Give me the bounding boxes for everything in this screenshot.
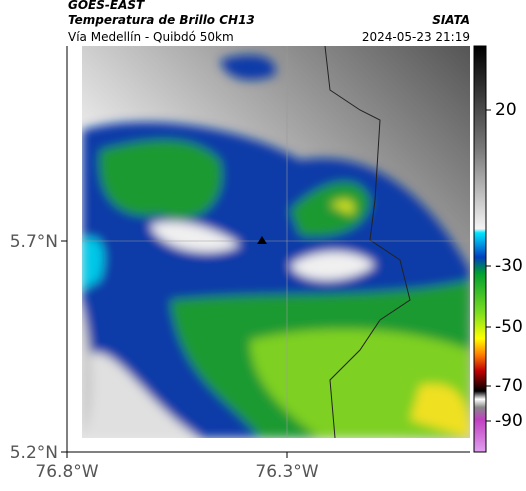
- colorbar-label: -50: [495, 317, 523, 337]
- lon-label: 76.8°W: [35, 462, 98, 482]
- satellite-image: [82, 46, 470, 438]
- lat-label: 5.7°N: [10, 232, 58, 252]
- colorbar-label: -70: [495, 376, 523, 396]
- colorbar-label: -90: [495, 411, 523, 431]
- satellite: GOES-EAST: [68, 0, 145, 12]
- colorbar: [473, 45, 487, 453]
- source: SIATA: [432, 13, 470, 27]
- lon-label: 76.3°W: [255, 462, 318, 482]
- route: Vía Medellín - Quibdó 50km: [68, 30, 234, 44]
- lat-label: 5.2°N: [10, 443, 58, 463]
- colorbar-label: -30: [495, 256, 523, 276]
- colorbar-label: 20: [495, 100, 517, 120]
- title: Temperatura de Brillo CH13: [68, 13, 255, 27]
- datetime: 2024-05-23 21:19: [362, 30, 470, 44]
